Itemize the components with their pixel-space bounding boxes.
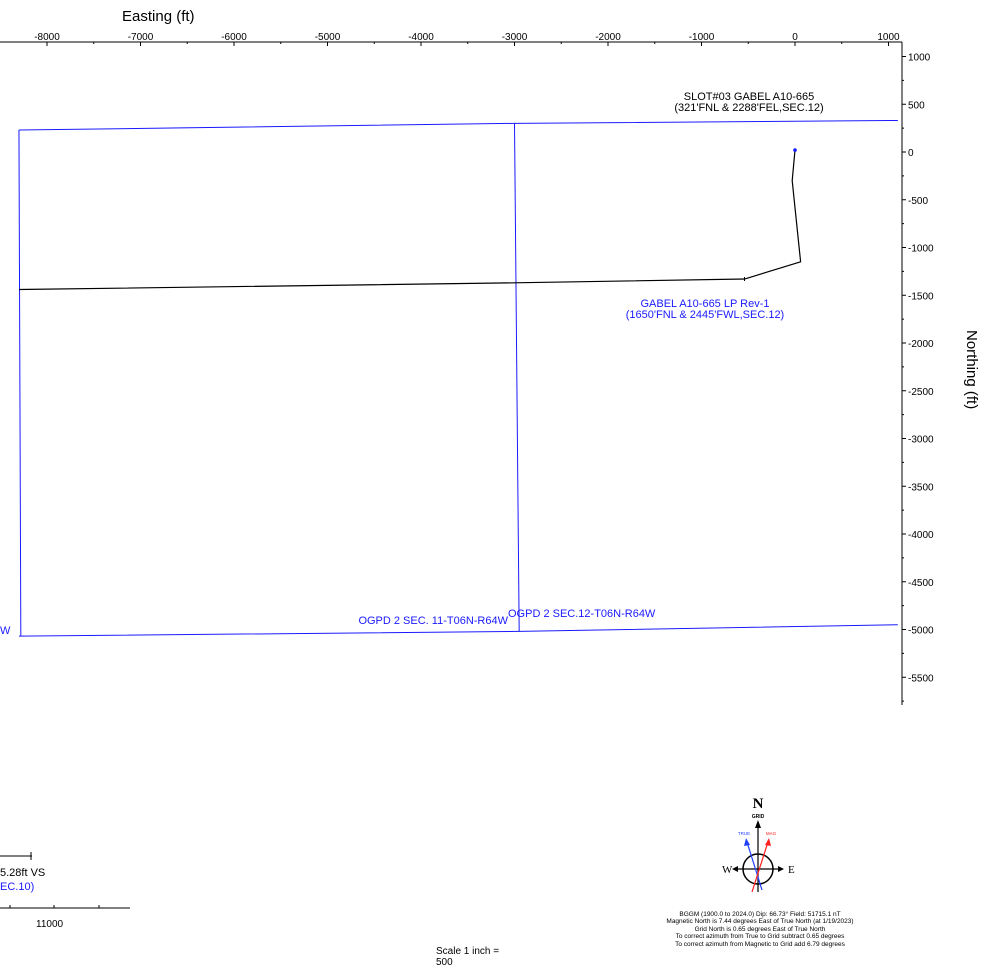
boundary-line bbox=[18, 130, 22, 637]
y-tick-label: 0 bbox=[908, 148, 914, 159]
x-tick-label: -2000 bbox=[595, 32, 621, 43]
well-path-line bbox=[18, 150, 802, 291]
y-tick-label: -2000 bbox=[908, 339, 934, 350]
y-tick-label: -2500 bbox=[908, 387, 934, 398]
scale-text: Scale 1 inch = 500 bbox=[436, 946, 500, 968]
compass-w: W bbox=[722, 864, 733, 876]
x-tick-label: -5000 bbox=[315, 32, 341, 43]
north-compass: N GRID TRUE MAG W E bbox=[722, 796, 795, 893]
sec12-label: OGPD 2 SEC.12-T06N-R64W bbox=[508, 608, 656, 620]
y-tick-label: -3000 bbox=[908, 435, 934, 446]
section-boundaries bbox=[18, 119, 898, 637]
surface-location-marker bbox=[793, 148, 797, 152]
y-tick-label: 500 bbox=[908, 100, 925, 111]
x-tick-label: -3000 bbox=[502, 32, 528, 43]
x-tick-label: 1000 bbox=[877, 32, 900, 43]
true-north-arrow bbox=[746, 841, 763, 891]
slot-location: (321'FNL & 2288'FEL,SEC.12) bbox=[674, 102, 823, 114]
compass-grid: GRID bbox=[752, 814, 765, 820]
lp-location: (1650'FNL & 2445'FWL,SEC.12) bbox=[626, 309, 784, 321]
y-tick-label: -3500 bbox=[908, 482, 934, 493]
magnetic-info-block: BGGM (1900.0 to 2024.0) Dip: 66.73° Fiel… bbox=[610, 911, 910, 948]
y-tick-label: -1000 bbox=[908, 244, 934, 255]
grid-north-arrowhead bbox=[755, 820, 761, 828]
y-tick-label: 1000 bbox=[908, 53, 931, 64]
boundary-line bbox=[18, 119, 898, 131]
y-tick-label: -1500 bbox=[908, 291, 934, 302]
y-ticks: 1000 500 0 -500 -1000 -1500 -2000 -2500 -3000 -35… bbox=[902, 53, 934, 702]
y-tick-label: -4000 bbox=[908, 530, 934, 541]
well-path bbox=[18, 148, 802, 291]
x-tick-label: -4000 bbox=[408, 32, 434, 43]
x-tick-label: -6000 bbox=[221, 32, 247, 43]
compass-n: N bbox=[753, 796, 764, 812]
info-line: Grid North is 0.65 degrees East of True … bbox=[694, 925, 826, 933]
info-line: Magnetic North is 7.44 degrees East of T… bbox=[666, 918, 854, 926]
x-tick-label: -8000 bbox=[34, 32, 60, 43]
compass-e: E bbox=[788, 864, 795, 876]
y-tick-label: -4500 bbox=[908, 578, 934, 589]
slot-label: SLOT#03 GABEL A10-665 bbox=[684, 91, 814, 103]
left-w-fragment: W bbox=[0, 625, 11, 637]
info-line: To correct azimuth from True to Grid sub… bbox=[675, 933, 845, 941]
vs-tick-label: 11000 bbox=[36, 919, 64, 930]
y-tick-label: -5000 bbox=[908, 626, 934, 637]
y-tick-label: -5500 bbox=[908, 673, 934, 684]
x-tick-label: -7000 bbox=[128, 32, 154, 43]
magnetic-north-arrow bbox=[751, 841, 769, 893]
info-line: To correct azimuth from Magnetic to Grid… bbox=[675, 940, 845, 948]
mag-label: MAG bbox=[766, 831, 777, 836]
y-tick-label: -500 bbox=[908, 196, 928, 207]
x-tick-label: 0 bbox=[792, 32, 798, 43]
x-ticks: -8000 -7000 -6000 -5000 -4000 -3000 -2000 -1000… bbox=[34, 32, 900, 46]
vs-sub: EC.10) bbox=[0, 881, 35, 893]
lp-label: GABEL A10-665 LP Rev-1 bbox=[640, 298, 769, 310]
true-north-arrowhead bbox=[744, 838, 750, 846]
info-line: BGGM (1900.0 to 2024.0) Dip: 66.73° Fiel… bbox=[679, 911, 841, 918]
y-axis-title: Northing (ft) bbox=[963, 330, 980, 410]
sec11-label: OGPD 2 SEC. 11-T06N-R64W bbox=[358, 615, 508, 627]
boundary-line bbox=[514, 123, 520, 632]
west-arrowhead bbox=[732, 866, 738, 872]
x-axis-title: Easting (ft) bbox=[122, 8, 195, 25]
x-tick-label: -1000 bbox=[689, 32, 715, 43]
magnetic-north-arrowhead bbox=[765, 838, 771, 846]
true-label: TRUE bbox=[738, 831, 750, 836]
vs-label: 5.28ft VS bbox=[0, 867, 46, 879]
east-arrowhead bbox=[778, 866, 784, 872]
